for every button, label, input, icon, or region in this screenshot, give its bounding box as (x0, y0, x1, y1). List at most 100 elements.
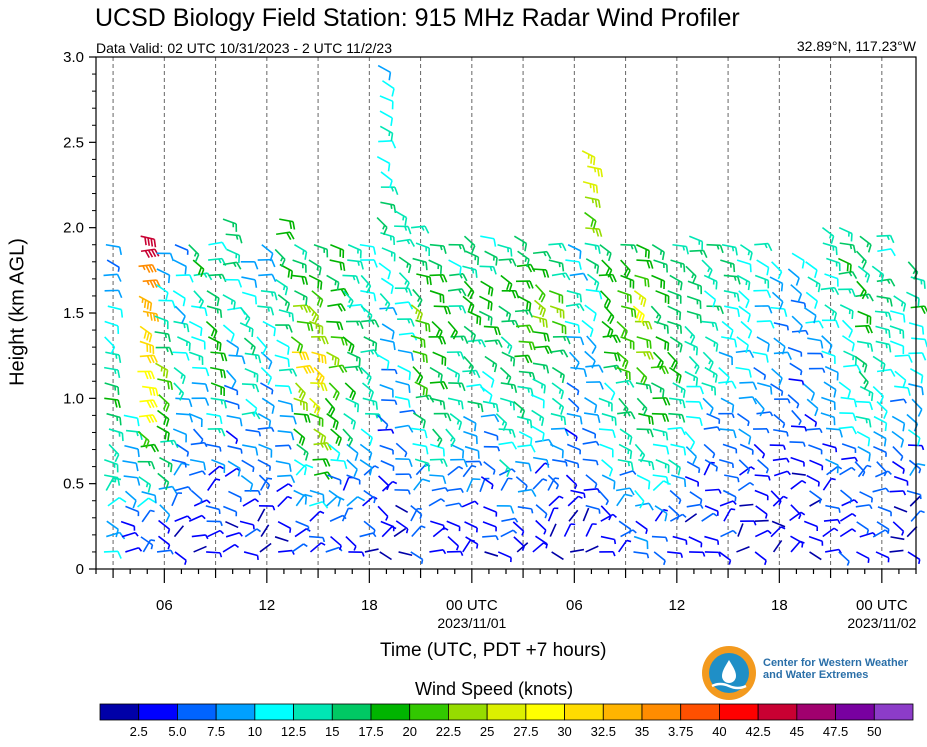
barb-staff (724, 474, 739, 479)
wind-barb (583, 412, 601, 424)
barb-staff (809, 459, 823, 467)
barb-staff (565, 474, 578, 486)
barb-flag (119, 532, 126, 540)
wind-barb (428, 259, 443, 275)
barb-flag (676, 515, 680, 520)
wind-barb (617, 458, 634, 471)
wind-barb (277, 520, 292, 533)
barb-flag (487, 286, 491, 295)
barb-staff (772, 540, 783, 553)
barb-flag (368, 315, 373, 324)
barb-flag (718, 552, 722, 557)
barb-flag (189, 414, 194, 423)
barb-staff (225, 369, 237, 382)
wind-barb (395, 442, 408, 458)
barb-flag (565, 461, 568, 467)
wind-barb (705, 488, 722, 494)
barb-flag (633, 309, 637, 318)
barb-flag (313, 405, 319, 414)
barb-flag (332, 390, 338, 399)
wind-barb (585, 523, 597, 537)
barb-staff (787, 346, 802, 353)
barb-flag (579, 303, 585, 312)
barb-flag (301, 276, 305, 285)
wind-barb (394, 395, 411, 408)
barb-flag (372, 529, 376, 535)
barb-flag (167, 544, 171, 550)
barb-staff (584, 242, 599, 247)
barb-staff (293, 459, 307, 468)
wind-barb (738, 290, 750, 309)
barb-staff (825, 458, 839, 466)
barb-flag (633, 244, 638, 253)
barb-flag (805, 330, 809, 336)
wind-barb (518, 430, 533, 447)
barb-flag (338, 545, 342, 551)
wind-barb (462, 265, 478, 278)
barb-flag (187, 486, 192, 491)
wind-barb (120, 520, 136, 531)
barb-staff (206, 443, 221, 448)
barb-flag (214, 296, 217, 302)
barb-flag (289, 231, 295, 240)
barb-flag (165, 418, 170, 427)
wind-barb (909, 495, 921, 507)
barb-staff (138, 264, 153, 268)
barb-staff (500, 336, 513, 347)
barb-flag (284, 287, 289, 296)
barb-flag (923, 280, 926, 289)
barb-flag (867, 558, 870, 563)
barb-staff (548, 495, 560, 507)
wind-barb (515, 460, 532, 472)
wind-barb (210, 382, 225, 396)
wind-barb (684, 370, 699, 386)
wind-barb (654, 505, 668, 522)
barb-flag (766, 290, 772, 299)
wind-barb (448, 305, 467, 314)
barb-staff (838, 426, 853, 430)
barb-staff (415, 242, 430, 249)
barb-staff (517, 295, 531, 304)
barb-staff (908, 459, 921, 470)
barb-staff (876, 401, 888, 412)
wind-barb (618, 443, 633, 460)
barb-staff (240, 474, 253, 485)
wind-barb (260, 367, 273, 386)
barb-staff (890, 310, 904, 316)
wind-barb (603, 351, 621, 362)
barb-flag (640, 454, 646, 463)
barb-staff (583, 487, 598, 492)
barb-flag (558, 495, 564, 499)
barb-flag (612, 274, 617, 283)
barb-staff (222, 543, 236, 553)
barb-flag (256, 528, 262, 533)
wind-barb (619, 428, 633, 445)
wind-barb (755, 505, 768, 519)
wind-barb (668, 412, 686, 423)
barb-staff (892, 521, 905, 532)
barb-staff (293, 489, 307, 498)
barb-staff (548, 259, 563, 265)
wind-barb (582, 440, 600, 446)
wind-barb (190, 489, 203, 505)
wind-barb (582, 180, 599, 194)
wind-barb (188, 320, 203, 336)
barb-flag (804, 426, 808, 432)
wind-barb (719, 500, 737, 507)
barb-flag (884, 423, 888, 432)
barb-flag (621, 328, 626, 337)
barb-staff (791, 329, 807, 333)
wind-barb (598, 397, 613, 412)
barb-flag (442, 549, 447, 555)
wind-barb (753, 443, 766, 459)
barb-flag (734, 496, 737, 502)
barb-flag (600, 169, 604, 178)
wind-barb (567, 244, 582, 259)
barb-flag (201, 514, 206, 520)
wind-barb (240, 260, 259, 270)
barb-staff (432, 428, 443, 441)
barb-flag (303, 467, 308, 476)
barb-flag (736, 293, 740, 302)
barb-flag (267, 307, 271, 312)
barb-staff (293, 412, 308, 416)
